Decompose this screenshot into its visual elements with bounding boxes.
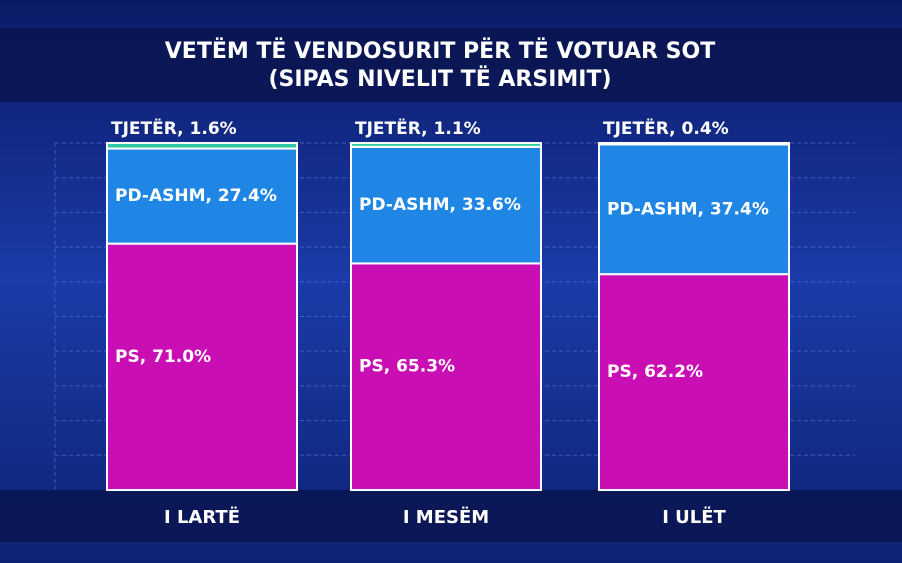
chart-subtitle: (SIPAS NIVELIT TË ARSIMIT) (268, 66, 611, 92)
segment-label: PS, 62.2% (607, 362, 703, 382)
segment-label: PD-ASHM, 27.4% (115, 186, 277, 206)
bar-segment (106, 142, 298, 150)
value-label: , 0.4% (669, 119, 729, 139)
bar-segment (598, 273, 790, 491)
value-label: , 33.6% (450, 195, 521, 215)
bar-segment (106, 242, 298, 491)
bar-segment (598, 142, 790, 146)
segment-label: PD-ASHM, 37.4% (607, 199, 769, 219)
x-tick-label: I MESËM (403, 506, 489, 528)
bar-segment (106, 147, 298, 245)
series-name: TJETËR (111, 117, 177, 139)
series-name: PD-ASHM (115, 186, 206, 206)
plot: PS, 71.0%PD-ASHM, 27.4%TJETËR, 1.6%I LAR… (106, 117, 790, 528)
value-label: , 62.2% (632, 362, 703, 382)
bar-segment (350, 142, 542, 148)
segment-label: TJETËR, 1.6% (111, 117, 237, 139)
series-name: TJETËR (603, 117, 669, 139)
x-tick-label: I LARTË (164, 506, 240, 528)
title-band (0, 28, 902, 102)
series-name: PD-ASHM (607, 199, 698, 219)
segment-label: TJETËR, 0.4% (603, 117, 729, 139)
chart-title: VETËM TË VENDOSURIT PËR TË VOTUAR SOT (165, 38, 715, 64)
bar-segment (350, 262, 542, 491)
segment-label: PS, 65.3% (359, 357, 455, 377)
value-label: , 1.6% (177, 119, 237, 139)
series-name: PD-ASHM (359, 195, 450, 215)
segment-label: PS, 71.0% (115, 347, 211, 367)
value-label: , 1.1% (421, 119, 481, 139)
value-label: , 27.4% (206, 186, 277, 206)
bar-segment (598, 143, 790, 276)
series-name: PS (115, 347, 140, 367)
series-name: PS (607, 362, 632, 382)
segment-label: PD-ASHM, 33.6% (359, 195, 521, 215)
series-name: TJETËR (355, 117, 421, 139)
value-label: , 71.0% (140, 347, 211, 367)
value-label: , 37.4% (698, 199, 769, 219)
segment-label: TJETËR, 1.1% (355, 117, 481, 139)
value-label: , 65.3% (384, 357, 455, 377)
x-tick-label: I ULËT (662, 506, 726, 528)
category-band (0, 490, 902, 542)
series-name: PS (359, 357, 384, 377)
